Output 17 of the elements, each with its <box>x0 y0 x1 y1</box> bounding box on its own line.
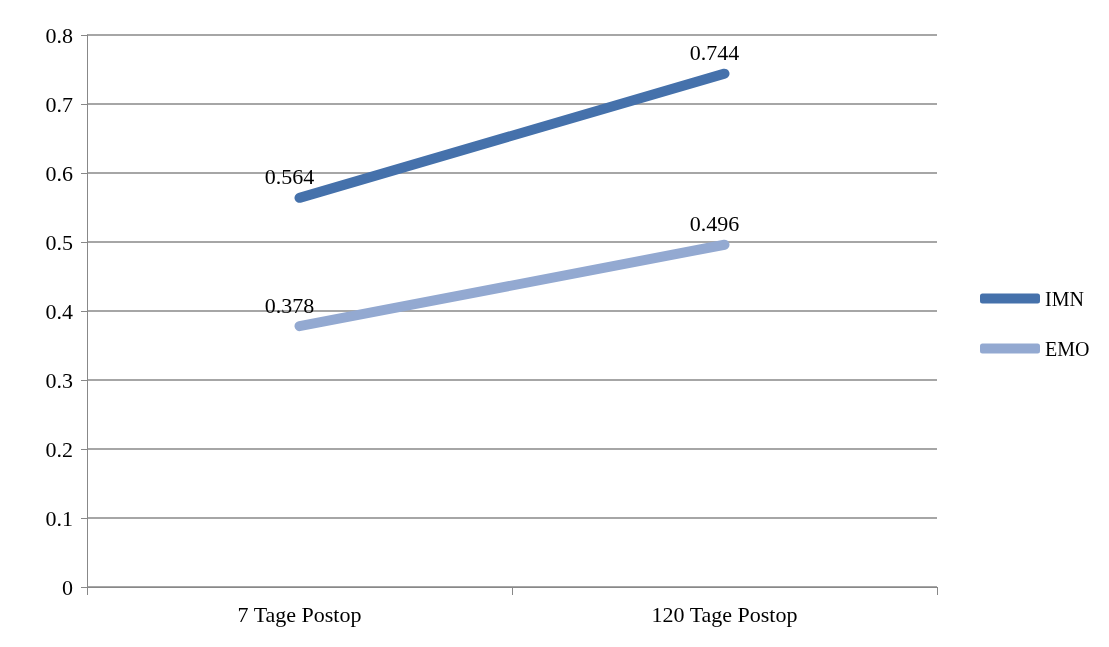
y-tick-label: 0.7 <box>45 91 73 117</box>
data-label: 0.496 <box>689 211 740 237</box>
legend-label: IMN <box>1045 287 1084 310</box>
legend-label: EMO <box>1045 337 1090 360</box>
data-label: 0.564 <box>264 164 315 190</box>
data-label: 0.378 <box>264 292 315 318</box>
y-tick-label: 0.5 <box>45 229 73 255</box>
data-label: 0.744 <box>689 40 740 66</box>
y-tick-label: 0.6 <box>45 160 73 186</box>
x-tick-label: 7 Tage Postop <box>237 601 362 627</box>
y-tick-label: 0.1 <box>45 505 73 531</box>
y-tick-label: 0.3 <box>45 367 73 393</box>
x-tick-label: 120 Tage Postop <box>651 601 798 627</box>
y-tick-label: 0 <box>62 574 73 600</box>
y-tick-label: 0.2 <box>45 436 73 462</box>
y-tick-label: 0.8 <box>45 22 73 48</box>
y-tick-label: 0.4 <box>45 298 73 324</box>
